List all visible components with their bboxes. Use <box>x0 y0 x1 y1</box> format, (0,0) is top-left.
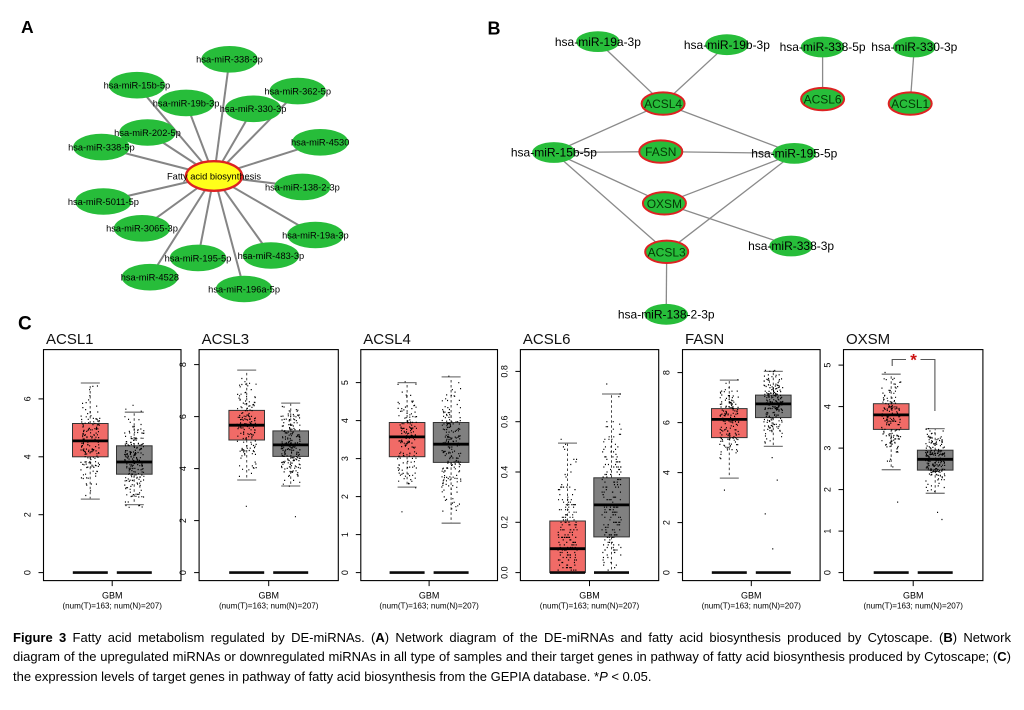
svg-text:5: 5 <box>823 363 833 368</box>
svg-text:0: 0 <box>662 570 672 575</box>
svg-text:0.8: 0.8 <box>499 365 509 378</box>
svg-text:OXSM: OXSM <box>647 197 682 211</box>
svg-text:1: 1 <box>340 532 350 537</box>
svg-text:4: 4 <box>23 454 33 459</box>
svg-text:hsa-miR-138-2-3p: hsa-miR-138-2-3p <box>265 182 340 192</box>
svg-text:1: 1 <box>823 529 833 534</box>
svg-text:*: * <box>910 351 917 370</box>
svg-text:A: A <box>21 17 34 37</box>
svg-text:B: B <box>488 19 501 39</box>
svg-text:2: 2 <box>23 512 33 517</box>
svg-text:OXSM: OXSM <box>846 331 890 348</box>
svg-text:0.0: 0.0 <box>499 566 509 579</box>
svg-text:6: 6 <box>662 420 672 425</box>
svg-text:8: 8 <box>178 362 188 367</box>
svg-text:ACSL3: ACSL3 <box>202 331 250 348</box>
svg-text:(num(T)=163; num(N)=207): (num(T)=163; num(N)=207) <box>219 602 319 611</box>
svg-text:hsa-miR-3065-3p: hsa-miR-3065-3p <box>106 224 178 234</box>
svg-text:FASN: FASN <box>645 145 676 159</box>
svg-text:ACSL4: ACSL4 <box>644 97 682 111</box>
svg-text:hsa-miR-330-3p: hsa-miR-330-3p <box>871 40 957 54</box>
svg-text:0: 0 <box>178 570 188 575</box>
svg-text:hsa-miR-19a-3p: hsa-miR-19a-3p <box>282 230 349 240</box>
svg-text:Fatty acid biosynthesis: Fatty acid biosynthesis <box>167 171 261 181</box>
svg-text:GBM: GBM <box>579 591 600 601</box>
svg-text:GBM: GBM <box>903 591 924 601</box>
svg-text:4: 4 <box>178 466 188 471</box>
svg-text:hsa-miR-338-3p: hsa-miR-338-3p <box>748 239 834 253</box>
svg-text:hsa-miR-330-3p: hsa-miR-330-3p <box>220 104 287 114</box>
svg-text:0.4: 0.4 <box>499 466 509 479</box>
svg-text:6: 6 <box>23 396 33 401</box>
svg-text:GBM: GBM <box>102 591 123 601</box>
svg-text:2: 2 <box>178 518 188 523</box>
svg-text:ACSL6: ACSL6 <box>804 93 842 107</box>
svg-text:hsa-miR-19b-3p: hsa-miR-19b-3p <box>684 38 770 52</box>
svg-text:(num(T)=163; num(N)=207): (num(T)=163; num(N)=207) <box>62 602 162 611</box>
svg-text:hsa-miR-4530: hsa-miR-4530 <box>291 138 349 148</box>
svg-text:2: 2 <box>662 520 672 525</box>
svg-text:hsa-miR-338-5p: hsa-miR-338-5p <box>780 40 866 54</box>
svg-text:6: 6 <box>178 414 188 419</box>
svg-text:hsa-miR-195-5p: hsa-miR-195-5p <box>165 253 232 263</box>
svg-text:ACSL1: ACSL1 <box>46 331 94 348</box>
svg-text:hsa-miR-4528: hsa-miR-4528 <box>121 273 179 283</box>
svg-text:hsa-miR-15b-5p: hsa-miR-15b-5p <box>511 146 597 160</box>
svg-text:hsa-miR-483-3p: hsa-miR-483-3p <box>238 251 305 261</box>
svg-text:hsa-miR-202-5p: hsa-miR-202-5p <box>114 128 181 138</box>
svg-text:GBM: GBM <box>741 591 762 601</box>
svg-text:2: 2 <box>823 487 833 492</box>
svg-text:0.2: 0.2 <box>499 516 509 529</box>
svg-text:3: 3 <box>823 446 833 451</box>
svg-text:0: 0 <box>340 570 350 575</box>
svg-text:4: 4 <box>823 404 833 409</box>
svg-text:4: 4 <box>662 470 672 475</box>
svg-text:hsa-miR-195-5p: hsa-miR-195-5p <box>751 147 837 161</box>
svg-text:3: 3 <box>340 456 350 461</box>
svg-text:4: 4 <box>340 418 350 423</box>
svg-text:hsa-miR-338-3p: hsa-miR-338-3p <box>196 55 263 65</box>
svg-text:ACSL3: ACSL3 <box>648 245 686 259</box>
svg-text:hsa-miR-138-2-3p: hsa-miR-138-2-3p <box>618 308 715 322</box>
svg-text:FASN: FASN <box>685 331 724 348</box>
svg-text:(num(T)=163; num(N)=207): (num(T)=163; num(N)=207) <box>379 602 479 611</box>
svg-text:hsa-miR-19b-3p: hsa-miR-19b-3p <box>153 98 220 108</box>
svg-text:(num(T)=163; num(N)=207): (num(T)=163; num(N)=207) <box>540 602 640 611</box>
svg-text:0: 0 <box>823 570 833 575</box>
svg-text:hsa-miR-362-5p: hsa-miR-362-5p <box>264 87 331 97</box>
svg-text:5: 5 <box>340 380 350 385</box>
svg-text:C: C <box>18 314 32 335</box>
svg-text:(num(T)=163; num(N)=207): (num(T)=163; num(N)=207) <box>702 602 802 611</box>
svg-text:hsa-miR-338-5p: hsa-miR-338-5p <box>68 143 135 153</box>
svg-text:8: 8 <box>662 370 672 375</box>
svg-text:hsa-miR-5011-5p: hsa-miR-5011-5p <box>68 197 139 207</box>
svg-text:ACSL1: ACSL1 <box>891 97 929 111</box>
svg-text:2: 2 <box>340 494 350 499</box>
svg-text:GBM: GBM <box>258 591 279 601</box>
svg-text:hsa-miR-19a-3p: hsa-miR-19a-3p <box>555 35 641 49</box>
svg-text:(num(T)=163; num(N)=207): (num(T)=163; num(N)=207) <box>863 602 963 611</box>
svg-text:0.6: 0.6 <box>499 415 509 428</box>
svg-text:GBM: GBM <box>419 591 440 601</box>
svg-text:ACSL6: ACSL6 <box>523 331 571 348</box>
svg-text:ACSL4: ACSL4 <box>363 331 411 348</box>
svg-text:hsa-miR-15b-5p: hsa-miR-15b-5p <box>104 81 171 91</box>
svg-text:hsa-miR-196a-5p: hsa-miR-196a-5p <box>208 284 280 294</box>
svg-text:0: 0 <box>23 570 33 575</box>
